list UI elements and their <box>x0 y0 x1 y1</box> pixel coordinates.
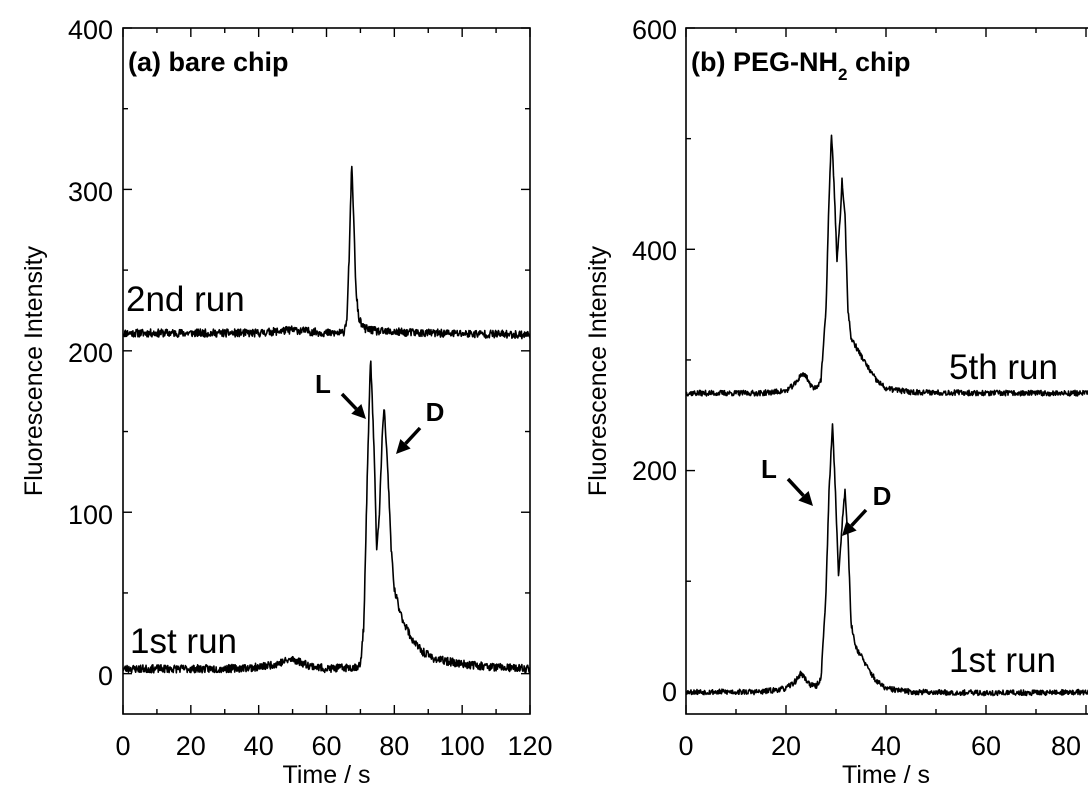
panel-label-main: (b) PEG-NH <box>691 47 838 77</box>
x-tick-label: 0 <box>115 731 130 761</box>
x-tick-label: 60 <box>971 731 1001 761</box>
series-label-5th-run: 5th run <box>949 348 1058 387</box>
peak-arrows <box>786 477 868 536</box>
panel-label-suffix: chip <box>847 47 910 77</box>
series-label-1st-run: 1st run <box>949 641 1056 680</box>
peak-arrows <box>340 392 422 454</box>
x-tick-labels: 0 20 40 60 80 100 120 <box>115 731 552 761</box>
x-tick-label: 80 <box>1051 731 1081 761</box>
arrow-head-d <box>396 438 411 454</box>
peak-label-l: L <box>761 454 777 484</box>
series-line-1st-run <box>123 360 530 674</box>
y-axis-title: Fluorescence Intensity <box>20 245 48 496</box>
panel-bare-chip: 0 20 40 60 80 100 120 0 100 200 300 400 … <box>20 15 553 789</box>
arrow-d <box>850 508 868 527</box>
arrow-d <box>404 426 422 445</box>
x-tick-label: 40 <box>871 731 901 761</box>
x-axis-title: Time / s <box>842 761 930 789</box>
x-tick-label: 80 <box>379 731 409 761</box>
axis-ticks <box>122 27 531 714</box>
series-line-2nd-run <box>123 165 530 340</box>
series-line-5th-run <box>686 134 1088 397</box>
panel-label: (b) PEG-NH2 chip <box>691 47 910 84</box>
y-tick-label: 200 <box>68 338 113 368</box>
x-tick-label: 20 <box>771 731 801 761</box>
y-tick-label: 600 <box>632 15 677 45</box>
x-tick-label: 0 <box>678 731 693 761</box>
panel-label-subscript: 2 <box>838 65 847 84</box>
y-tick-label: 0 <box>662 677 677 707</box>
arrow-head-l <box>351 404 366 419</box>
x-axis-title: Time / s <box>283 761 371 789</box>
series-line-1st-run <box>686 423 1088 697</box>
panel-label: (a) bare chip <box>128 47 289 77</box>
arrow-l <box>786 477 805 497</box>
x-tick-label: 40 <box>244 731 274 761</box>
series-label-2nd-run: 2nd run <box>126 280 245 319</box>
x-tick-labels: 0 20 40 60 80 <box>678 731 1081 761</box>
y-axis-title: Fluorescence Intensity <box>584 245 612 496</box>
axis-ticks <box>685 27 1087 714</box>
peak-label-d: D <box>426 397 445 427</box>
y-tick-label: 400 <box>632 236 677 266</box>
peak-label-l: L <box>315 369 331 399</box>
x-tick-label: 120 <box>507 731 552 761</box>
arrow-head-l <box>798 490 813 506</box>
x-tick-label: 100 <box>440 731 485 761</box>
traces <box>123 165 530 674</box>
y-tick-label: 400 <box>68 15 113 45</box>
y-tick-label: 300 <box>68 177 113 207</box>
traces <box>686 134 1088 697</box>
y-tick-label: 100 <box>68 500 113 530</box>
y-tick-labels: 0 100 200 300 400 <box>68 15 113 691</box>
arrow-l <box>340 392 358 411</box>
x-tick-label: 20 <box>176 731 206 761</box>
y-tick-labels: 0 200 400 600 <box>632 15 677 707</box>
y-tick-label: 0 <box>98 661 113 691</box>
arrow-head-d <box>842 520 857 536</box>
plot-frame <box>685 27 1088 715</box>
panel-peg-chip: 0 20 40 60 80 0 200 400 600 Time / s Flu… <box>584 15 1088 789</box>
x-tick-label: 60 <box>311 731 341 761</box>
y-tick-label: 200 <box>632 456 677 486</box>
peak-label-d: D <box>873 481 892 511</box>
series-label-1st-run: 1st run <box>130 622 237 661</box>
